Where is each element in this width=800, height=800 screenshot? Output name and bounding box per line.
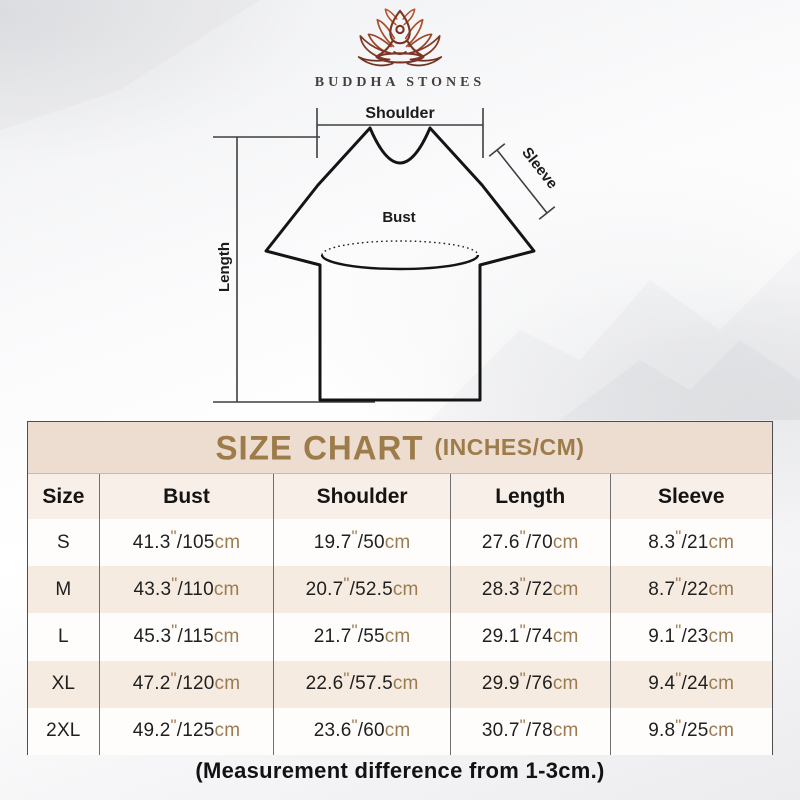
length-label: Length [216,242,233,292]
size-cell: 2XL [28,707,100,755]
size-cell: XL [28,660,100,708]
column-header-size: Size [28,474,100,519]
sleeve-cell: 9.4 "/24 cm [648,668,735,695]
size-cell: L [28,613,100,661]
column-header-bust: Bust [100,474,275,519]
bust-cell: 47.2 "/120 cm [100,660,275,708]
sleeve-cell: 8.7 "/22 cm [648,574,735,600]
lotus-meditation-icon [357,8,443,67]
table-row-2xl: 2XL 49.2 "/125 cm 23.6 "/60 cm 30.7 "/78 cm 9.8 "/2… [28,707,772,755]
table-row-l: L 45.3 "/115 cm 21.7 "/55 cm 29.1 "/74 cm 9.1 "/23 c… [28,613,772,661]
bust-dotted-line [321,240,479,256]
bust-label: Bust [382,209,415,226]
table-header-row: Size Bust Shoulder Length Sleeve [28,474,772,519]
bust-cell: 45.3 "/115 cm [100,613,275,661]
length-cell: 27.6 "/70 cm [451,519,611,567]
sleeve-cell: 9.8 "/25 cm [648,715,735,742]
measurement-note: (Measurement difference from 1-3cm.) [195,758,605,783]
bust-curve-line [320,254,480,271]
brand-name: BUDDHA STONES [314,75,486,90]
length-cell: 29.1 "/74 cm [451,613,611,661]
table-row-m: M 43.3 "/110 cm 20.7 "/52.5 cm 28.3 "/72 cm 8.7 "/2… [28,566,772,614]
shoulder-cell: 23.6 "/60 cm [274,707,451,755]
column-header-length: Length [451,474,611,519]
length-cell: 29.9 "/76 cm [451,660,611,708]
size-chart-title: SIZE CHART [215,427,424,467]
sleeve-cell: 8.3 "/21 cm [648,527,735,553]
size-chart-units: (INCHES/CM) [434,434,585,460]
brand-logo-block: BUDDHA STONES [0,6,800,91]
table-row-xl: XL 47.2 "/120 cm 22.6 "/57.5 cm 29.9 "/76 cm 9.4 " /… [28,660,772,708]
shoulder-cell: 22.6 "/57.5 cm [274,660,451,708]
table-row-s: S 41.3 "/105 cm 19.7 "/50 cm 27.6 "/70 cm 8.3 "/21 c… [28,519,772,567]
table-body: S 41.3 "/105 cm 19.7 "/50 cm 27.6 "/70 cm 8.3 "/21 c… [28,519,772,755]
bust-cell: 41.3 "/105 cm [100,519,275,567]
length-cell: 30.7 "/78 cm [451,707,611,755]
shoulder-measure-line [316,108,484,158]
size-cell: S [28,519,100,567]
shoulder-cell: 21.7 "/55 cm [274,613,451,661]
shoulder-cell: 20.7 "/52.5 cm [274,566,451,614]
tshirt-measurement-diagram: Shoulder Bust Length Sleeve [200,95,590,410]
bust-cell: 43.3 "/110 cm [100,566,275,614]
sleeve-measure-line [488,143,556,220]
bust-cell: 49.2 "/125 cm [100,707,275,755]
length-measure-line [213,136,375,403]
size-chart-table: SIZE CHART (INCHES/CM) Size Bust Shoulder L… [27,421,773,755]
shoulder-cell: 19.7 "/50 cm [274,519,451,567]
size-chart-title-banner: SIZE CHART (INCHES/CM) [28,422,772,474]
sleeve-cell: 9.1 "/23 cm [648,621,735,647]
shoulder-label: Shoulder [365,105,434,122]
size-cell: M [28,566,100,614]
length-cell: 28.3 "/72 cm [451,566,611,614]
column-header-shoulder: Shoulder [274,474,451,519]
tshirt-outline [264,126,536,402]
column-header-sleeve: Sleeve [657,484,725,508]
